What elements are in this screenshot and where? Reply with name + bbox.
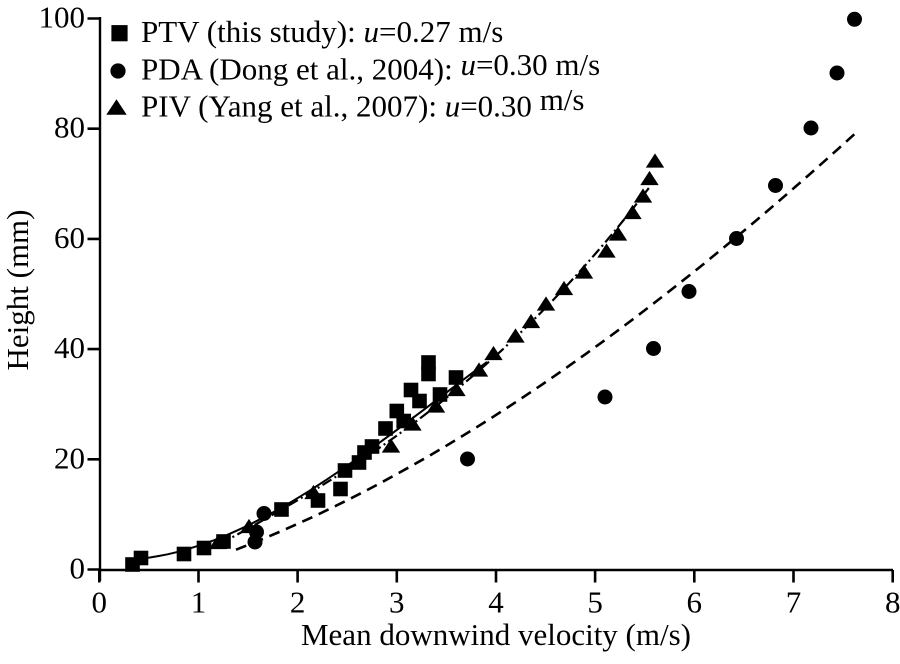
svg-text:7: 7 <box>786 585 802 620</box>
svg-text:Height (mm): Height (mm) <box>0 210 35 371</box>
svg-text:PDA (Dong et al., 2004): u=0.3: PDA (Dong et al., 2004): u=0.30 m/s <box>141 47 600 87</box>
svg-text:PTV (this study): u=0.27 m/s: PTV (this study): u=0.27 m/s <box>141 14 503 49</box>
svg-text:60: 60 <box>54 220 85 255</box>
svg-text:3: 3 <box>389 585 405 620</box>
svg-text:Mean downwind velocity (m/s): Mean downwind velocity (m/s) <box>301 617 691 652</box>
svg-text:0: 0 <box>92 585 108 620</box>
svg-text:0: 0 <box>70 551 86 586</box>
svg-text:20: 20 <box>54 440 85 475</box>
svg-text:1: 1 <box>191 585 207 620</box>
svg-text:4: 4 <box>488 585 504 620</box>
svg-text:2: 2 <box>290 585 306 620</box>
svg-text:6: 6 <box>687 585 703 620</box>
svg-text:100: 100 <box>39 0 86 35</box>
svg-text:40: 40 <box>54 330 85 365</box>
svg-text:5: 5 <box>587 585 603 620</box>
svg-text:80: 80 <box>54 110 85 145</box>
svg-text:PIV (Yang et al., 2007): u=0.3: PIV (Yang et al., 2007): u=0.30 m/s <box>141 82 584 124</box>
svg-text:8: 8 <box>885 585 900 620</box>
